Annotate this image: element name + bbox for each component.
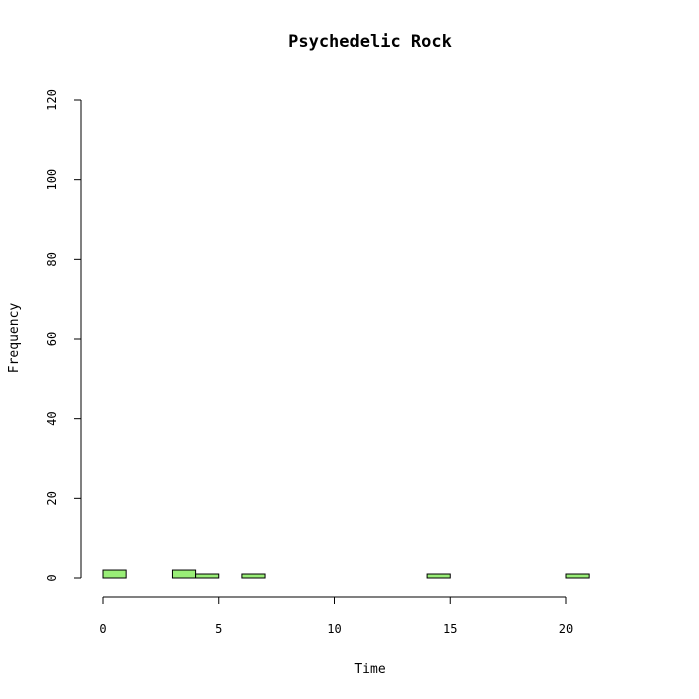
x-tick-label: 0 [99,622,106,636]
histogram-bar [171,569,197,579]
histogram-bar [195,573,220,579]
x-tick-label: 5 [215,622,222,636]
histogram-bar [565,573,590,579]
y-tick-label: 40 [45,411,59,425]
x-axis: 0 5 10 15 20 [99,596,573,636]
y-tick-label: 80 [45,252,59,266]
y-axis: 0 20 40 60 80 100 120 [45,89,82,582]
x-tick-label: 15 [443,622,457,636]
bars-group [102,569,590,579]
chart-title: Psychedelic Rock [288,32,452,52]
y-tick-label: 100 [45,169,59,191]
y-tick-label: 60 [45,332,59,346]
y-tick-label: 120 [45,89,59,111]
histogram-bar [241,573,266,579]
histogram-bar [102,569,127,579]
x-tick-label: 20 [559,622,573,636]
y-axis-label: Frequency [7,303,22,374]
y-tick-label: 20 [45,491,59,505]
x-tick-label: 10 [327,622,341,636]
x-axis-label: Time [354,662,385,677]
histogram-bar [426,573,451,579]
y-tick-label: 0 [45,574,59,581]
